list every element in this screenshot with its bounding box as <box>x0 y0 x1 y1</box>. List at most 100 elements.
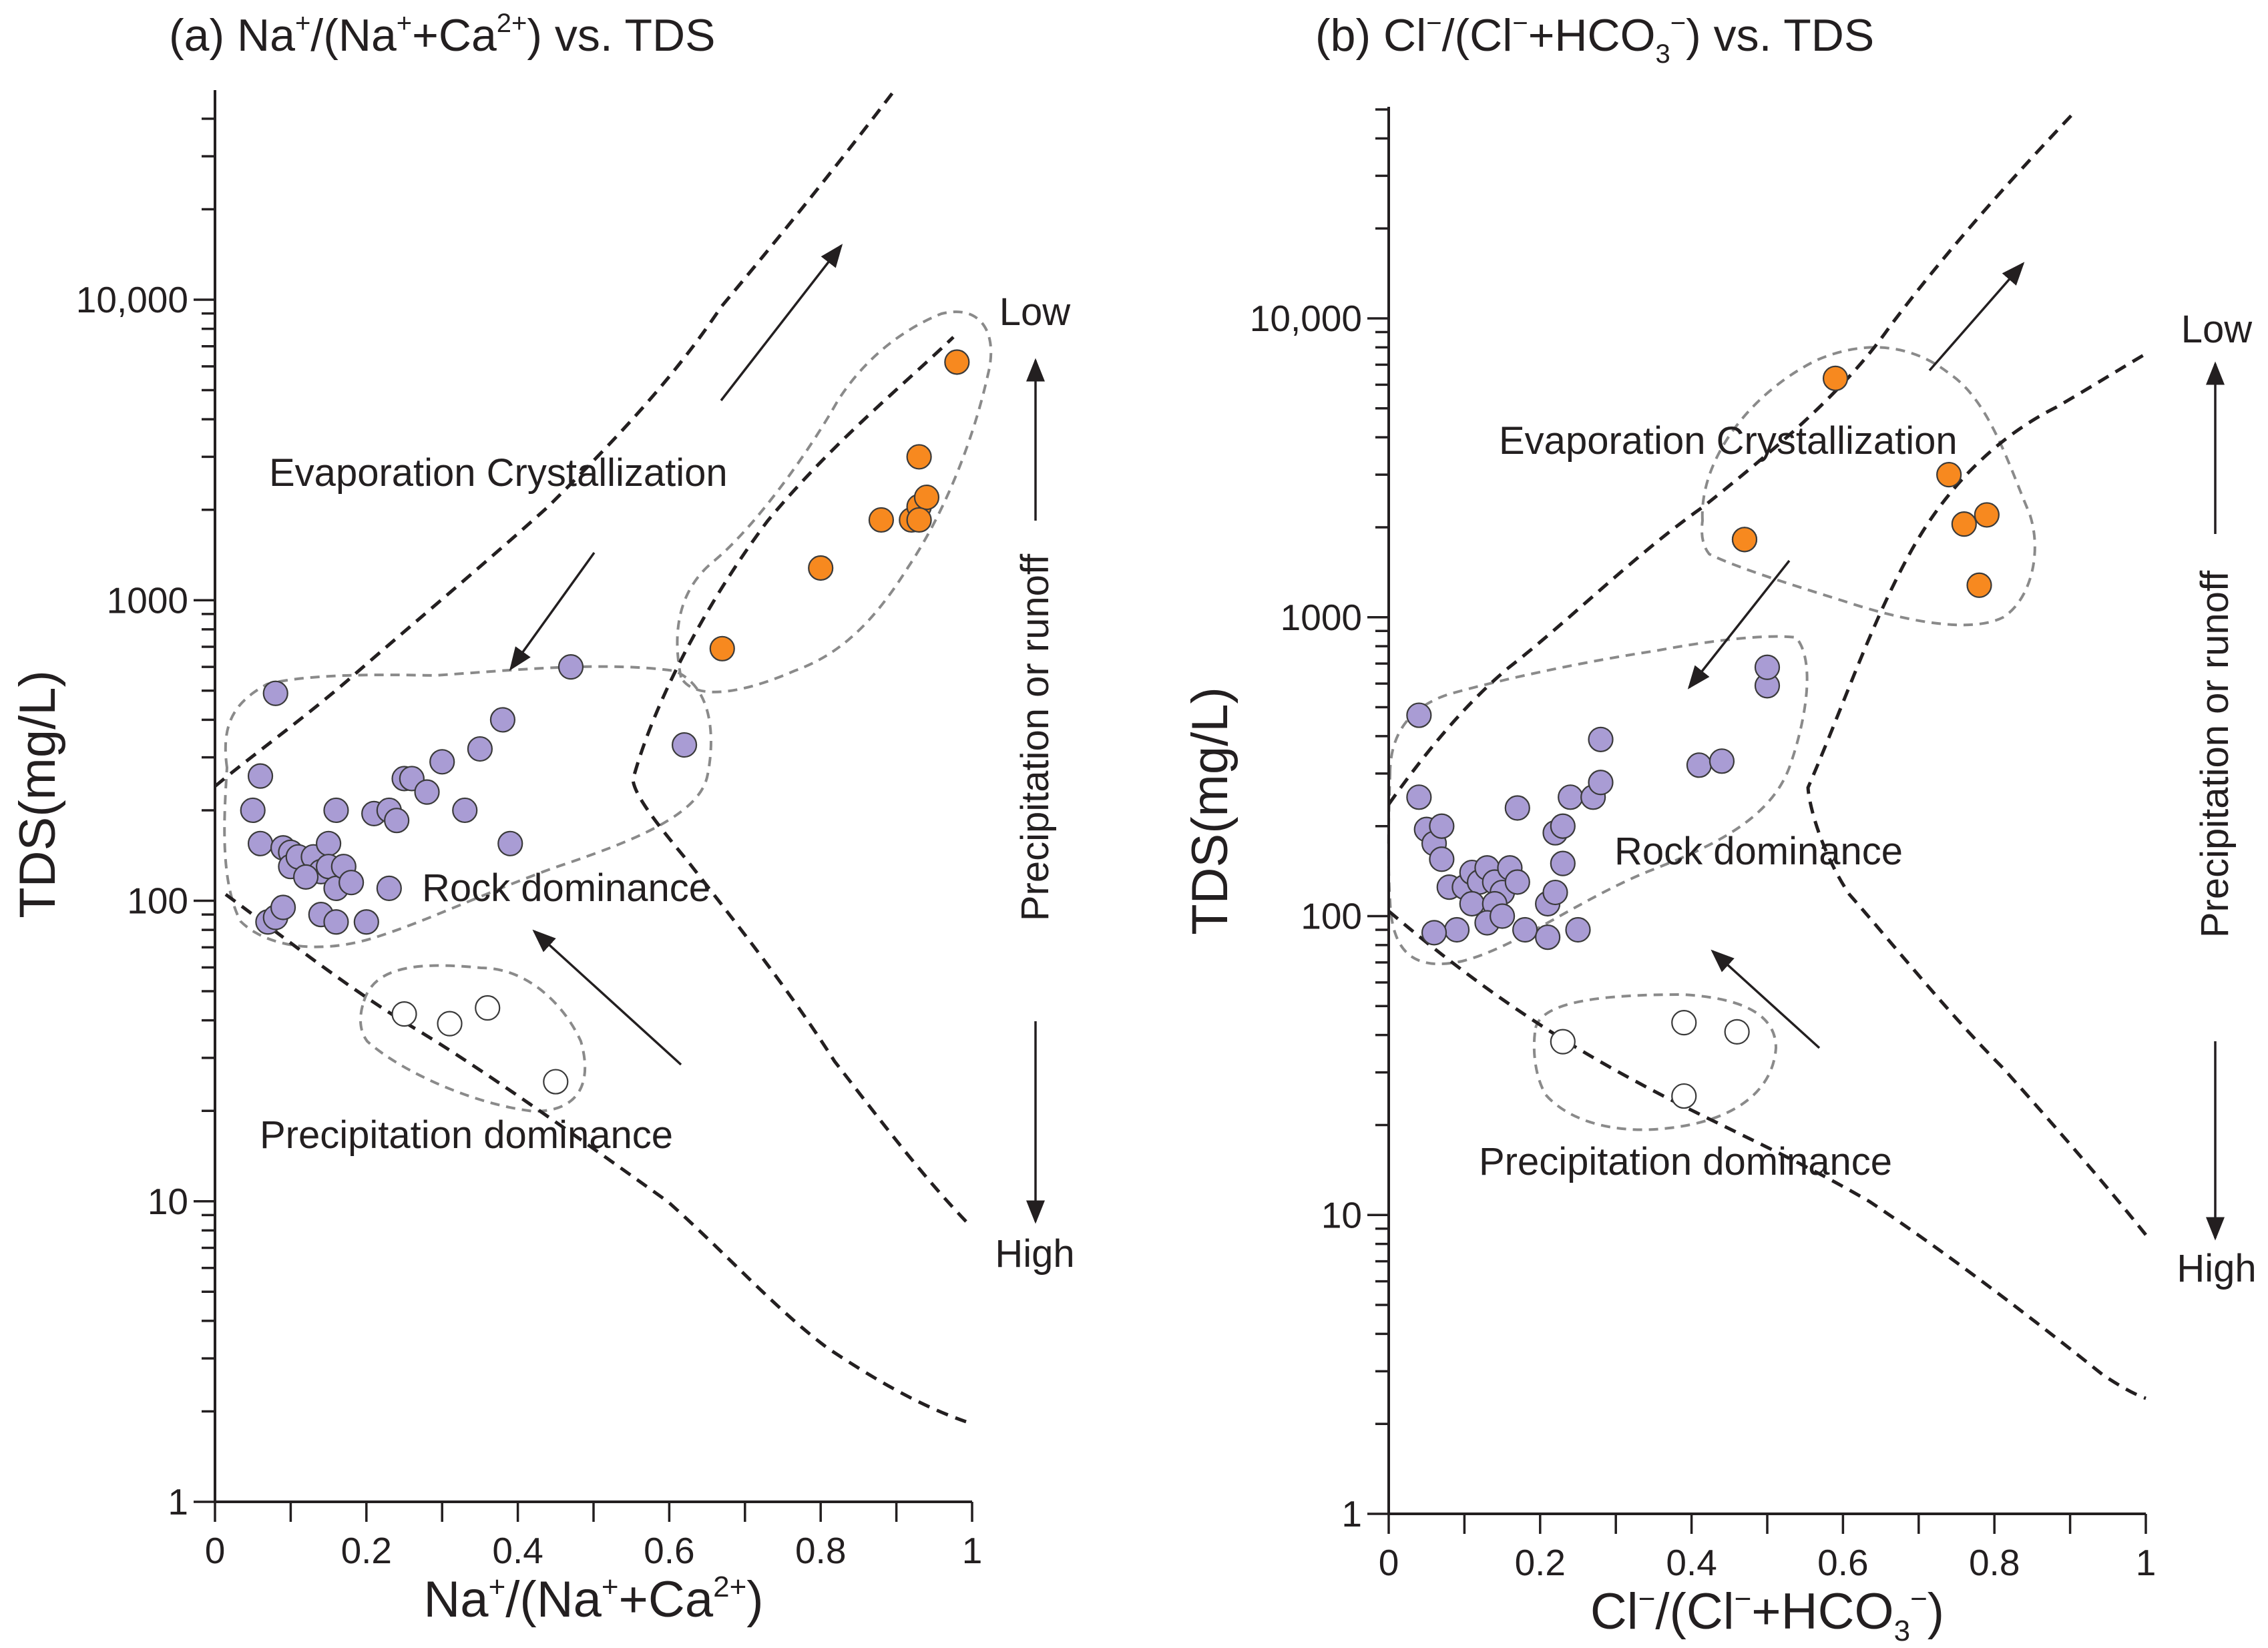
panel-b-points <box>1406 365 2000 1109</box>
purple-data-point <box>247 763 274 789</box>
purple-data-point <box>1429 846 1455 872</box>
y-tick-label: 1000 <box>1281 597 1362 638</box>
panel-a-side-middle: Precipitation or runoff <box>1013 553 1057 921</box>
purple-data-point <box>1588 770 1614 796</box>
purple-data-point <box>1421 920 1447 946</box>
y-tick-label: 10,000 <box>76 279 188 320</box>
purple-data-point <box>429 749 455 775</box>
panel-b-label-evaporation: Evaporation Crystallization <box>1499 419 1958 463</box>
panel-a-side-high: High <box>995 1232 1074 1276</box>
purple-data-point <box>323 797 349 824</box>
purple-data-point <box>376 875 402 901</box>
open-data-point <box>543 1069 569 1095</box>
purple-data-point <box>384 808 410 834</box>
purple-data-point <box>1443 916 1470 943</box>
panel-a-points <box>240 349 970 1095</box>
purple-data-point <box>353 909 379 935</box>
orange-data-point <box>944 349 970 375</box>
purple-data-point <box>414 779 440 805</box>
panel-b-y-axis-label: TDS(mg/L) <box>1182 687 1238 935</box>
x-tick-label: 0.4 <box>492 1530 543 1571</box>
purple-data-point <box>1550 813 1576 839</box>
purple-data-point <box>1490 903 1516 929</box>
purple-data-point <box>1542 879 1568 906</box>
x-tick-label: 1 <box>2136 1542 2157 1583</box>
x-tick-label: 0 <box>205 1530 226 1571</box>
y-tick-label: 1000 <box>107 579 188 621</box>
panel-a-precip-group-outline <box>359 964 587 1113</box>
x-tick-label: 0.2 <box>341 1530 392 1571</box>
orange-data-point <box>906 444 932 470</box>
purple-data-point <box>671 732 698 758</box>
x-tick-label: 0.6 <box>1817 1542 1868 1583</box>
y-tick-label: 100 <box>127 880 188 922</box>
purple-data-point <box>1754 654 1781 680</box>
purple-data-point <box>1429 813 1455 839</box>
y-tick-label: 1 <box>168 1481 188 1523</box>
panel-a-arrow-rock-from-precip <box>532 929 682 1066</box>
x-tick-label: 0.8 <box>1969 1542 2020 1583</box>
open-data-point <box>1724 1019 1750 1045</box>
panel-a-label-precipitation: Precipitation dominance <box>260 1113 673 1157</box>
orange-data-point <box>1966 572 1992 598</box>
panel-a-y-axis-label: TDS(mg/L) <box>9 670 66 918</box>
panel-a-right-boundary <box>631 336 967 1223</box>
panel-b-title: (b) Cl−/(Cl−+HCO3−) vs. TDS <box>1315 9 1874 69</box>
purple-data-point <box>1686 752 1713 778</box>
purple-data-point <box>1550 850 1576 876</box>
panel-a-side-low: Low <box>999 290 1072 334</box>
panel-b-precip-group-outline <box>1532 993 1778 1131</box>
orange-data-point <box>1936 462 1962 488</box>
panel-b-evap-group-outline <box>1700 346 2036 627</box>
purple-data-point <box>1565 916 1591 943</box>
orange-data-point <box>1974 502 2000 528</box>
orange-data-point <box>906 507 932 533</box>
panel-a-lower-boundary <box>224 892 967 1424</box>
panel-b-right-boundary <box>1806 352 2147 1236</box>
panel-a-label-rock: Rock dominance <box>422 866 710 910</box>
purple-data-point <box>1406 702 1432 728</box>
panel-a-x-ticks: 0 0.2 0.4 0.6 0.8 1 <box>205 1502 983 1571</box>
x-tick-label: 0.4 <box>1666 1542 1717 1583</box>
purple-data-point <box>292 864 319 890</box>
purple-data-point <box>1512 916 1538 943</box>
purple-data-point <box>1588 726 1614 752</box>
orange-data-point <box>1951 511 1977 537</box>
panel-a-arrow-rock-from-evap <box>509 551 596 671</box>
purple-data-point <box>270 894 296 920</box>
panel-b-side-high: High <box>2177 1247 2256 1290</box>
panel-b-side-middle: Precipitation or runoff <box>2193 570 2237 938</box>
purple-data-point <box>247 830 274 856</box>
panel-b-arrow-evaporation <box>1928 262 2025 372</box>
panel-b-label-rock: Rock dominance <box>1614 830 1903 873</box>
open-data-point <box>1671 1083 1697 1109</box>
y-tick-label: 10 <box>148 1181 188 1222</box>
purple-data-point <box>452 797 478 824</box>
purple-data-point <box>240 797 266 824</box>
purple-data-point <box>1504 869 1530 895</box>
panel-b-x-ticks: 0 0.2 0.4 0.6 0.8 1 <box>1379 1514 2157 1583</box>
x-tick-label: 0 <box>1379 1542 1399 1583</box>
orange-data-point <box>709 635 735 661</box>
x-tick-label: 0.2 <box>1515 1542 1566 1583</box>
open-data-point <box>475 995 501 1021</box>
panel-a-y-ticks: 1 10 100 1000 10,000 <box>76 117 215 1523</box>
panel-b-side-low: Low <box>2181 308 2253 351</box>
panel-a-upper-boundary <box>214 89 896 788</box>
panel-b-upper-boundary <box>1387 109 2078 806</box>
purple-data-point <box>338 870 365 896</box>
orange-data-point <box>913 484 940 511</box>
panel-a-title: (a) Na+/(Na++Ca2+) vs. TDS <box>169 9 715 61</box>
panel-a-rock-group-outline <box>223 665 712 948</box>
panel-a-arrow-evaporation <box>720 244 843 402</box>
x-tick-label: 1 <box>962 1530 983 1571</box>
panel-b: (b) Cl−/(Cl−+HCO3−) vs. TDS Evaporation … <box>1182 9 2257 1647</box>
y-tick-label: 10,000 <box>1250 298 1362 339</box>
purple-data-point <box>262 680 288 706</box>
purple-data-point <box>323 909 349 935</box>
y-tick-label: 1 <box>1341 1493 1362 1535</box>
panel-a-x-axis-label: Na+/(Na++Ca2+) <box>423 1571 763 1628</box>
orange-data-point <box>868 507 895 533</box>
purple-data-point <box>557 654 584 680</box>
